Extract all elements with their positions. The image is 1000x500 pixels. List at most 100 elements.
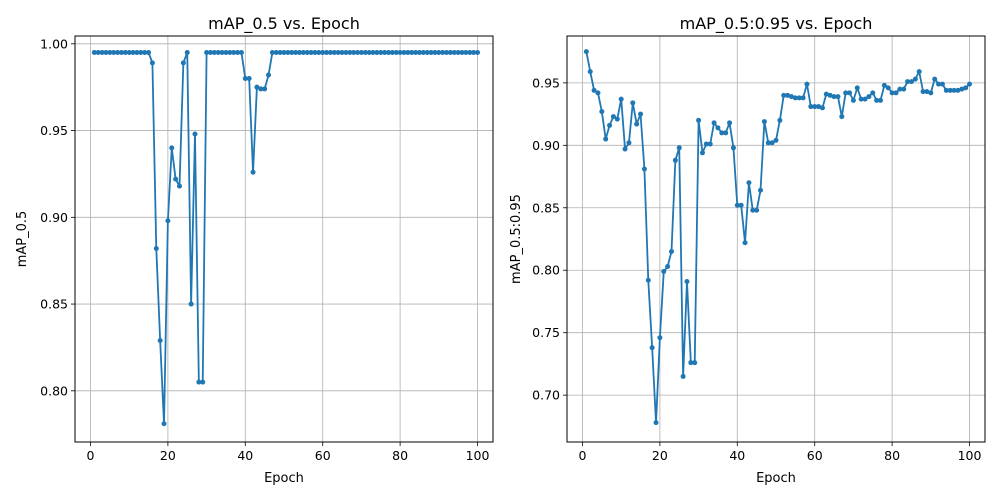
data-point <box>746 180 752 186</box>
data-point <box>939 81 945 87</box>
x-tick-label: 0 <box>579 448 587 463</box>
data-point <box>723 130 729 136</box>
data-point <box>711 120 717 126</box>
data-point <box>785 92 791 98</box>
data-point <box>781 92 787 98</box>
data-point <box>374 49 380 55</box>
data-point <box>463 49 469 55</box>
data-point <box>134 49 140 55</box>
data-point <box>808 104 814 110</box>
data-point <box>730 145 736 151</box>
data-point <box>111 49 117 55</box>
data-point <box>669 248 674 254</box>
data-point <box>812 104 818 110</box>
data-point <box>188 301 194 307</box>
data-point <box>839 114 845 120</box>
data-point <box>444 49 450 55</box>
y-tick-label: 1.00 <box>40 36 68 51</box>
y-axis-label: mAP_0.5:0.95 <box>509 194 524 284</box>
data-point <box>401 49 407 55</box>
data-point <box>734 202 740 208</box>
data-point <box>858 96 864 102</box>
data-point <box>758 187 764 193</box>
data-point <box>908 79 914 85</box>
y-tick-label: 0.95 <box>40 123 68 138</box>
data-point <box>963 85 969 91</box>
data-point <box>219 49 225 55</box>
data-point <box>177 183 182 189</box>
data-point <box>130 49 136 55</box>
data-point <box>420 49 426 55</box>
data-point <box>924 89 930 95</box>
data-point <box>351 49 357 55</box>
data-point <box>146 49 152 55</box>
data-point <box>153 246 159 252</box>
data-point <box>614 116 620 122</box>
data-point <box>893 90 899 96</box>
data-point <box>169 145 175 151</box>
data-point <box>161 421 167 427</box>
data-point <box>122 49 128 55</box>
data-point <box>827 92 833 98</box>
data-point <box>157 338 163 343</box>
data-point <box>595 90 601 96</box>
data-point <box>316 49 322 55</box>
data-point <box>343 49 349 55</box>
data-point <box>107 49 113 55</box>
data-point <box>347 49 353 55</box>
data-point <box>440 49 446 55</box>
data-point <box>103 49 109 55</box>
data-point <box>676 145 682 151</box>
x-tick-label: 60 <box>807 448 823 463</box>
data-point <box>680 373 686 379</box>
data-point <box>699 150 705 156</box>
data-point <box>719 130 725 136</box>
data-point <box>138 49 144 55</box>
y-tick-label: 0.90 <box>40 210 68 225</box>
data-point <box>947 87 953 93</box>
data-point <box>246 76 252 82</box>
data-point <box>211 49 217 55</box>
data-point <box>300 49 306 55</box>
plot-frame <box>74 35 494 443</box>
y-axis-label: mAP_0.5 <box>15 211 30 268</box>
data-point <box>870 90 876 96</box>
data-point <box>273 49 279 55</box>
data-point <box>622 146 628 152</box>
data-point <box>254 84 260 90</box>
data-point <box>447 49 453 55</box>
data-point <box>901 86 907 92</box>
data-point <box>200 379 206 385</box>
x-tick-label: 100 <box>958 448 982 463</box>
data-point <box>281 49 287 55</box>
gridlines <box>75 36 493 442</box>
data-point <box>91 49 97 55</box>
data-point <box>215 49 221 55</box>
data-point <box>618 96 624 102</box>
y-tick-label: 0.85 <box>532 200 560 215</box>
y-tick-label: 0.80 <box>532 263 560 278</box>
data-point <box>862 96 868 102</box>
x-tick-label: 20 <box>652 448 668 463</box>
data-point <box>881 82 887 88</box>
data-point <box>173 176 179 182</box>
data-point <box>269 49 275 55</box>
series-line <box>585 51 971 424</box>
x-tick-label: 40 <box>237 448 253 463</box>
data-point <box>362 49 368 55</box>
data-point <box>788 94 794 100</box>
data-point <box>599 109 605 115</box>
y-tick-label: 0.70 <box>532 388 560 403</box>
data-point <box>192 131 198 137</box>
data-point <box>95 49 101 55</box>
gridlines <box>567 36 985 442</box>
data-point <box>773 137 779 143</box>
data-point <box>355 49 361 55</box>
data-point <box>393 49 399 55</box>
x-axis-label: Epoch <box>264 471 304 486</box>
data-point <box>823 91 829 97</box>
x-tick-label: 100 <box>466 448 490 463</box>
data-point <box>455 49 461 55</box>
chart-title: mAP_0.5:0.95 vs. Epoch <box>680 14 873 34</box>
data-point <box>335 49 341 55</box>
